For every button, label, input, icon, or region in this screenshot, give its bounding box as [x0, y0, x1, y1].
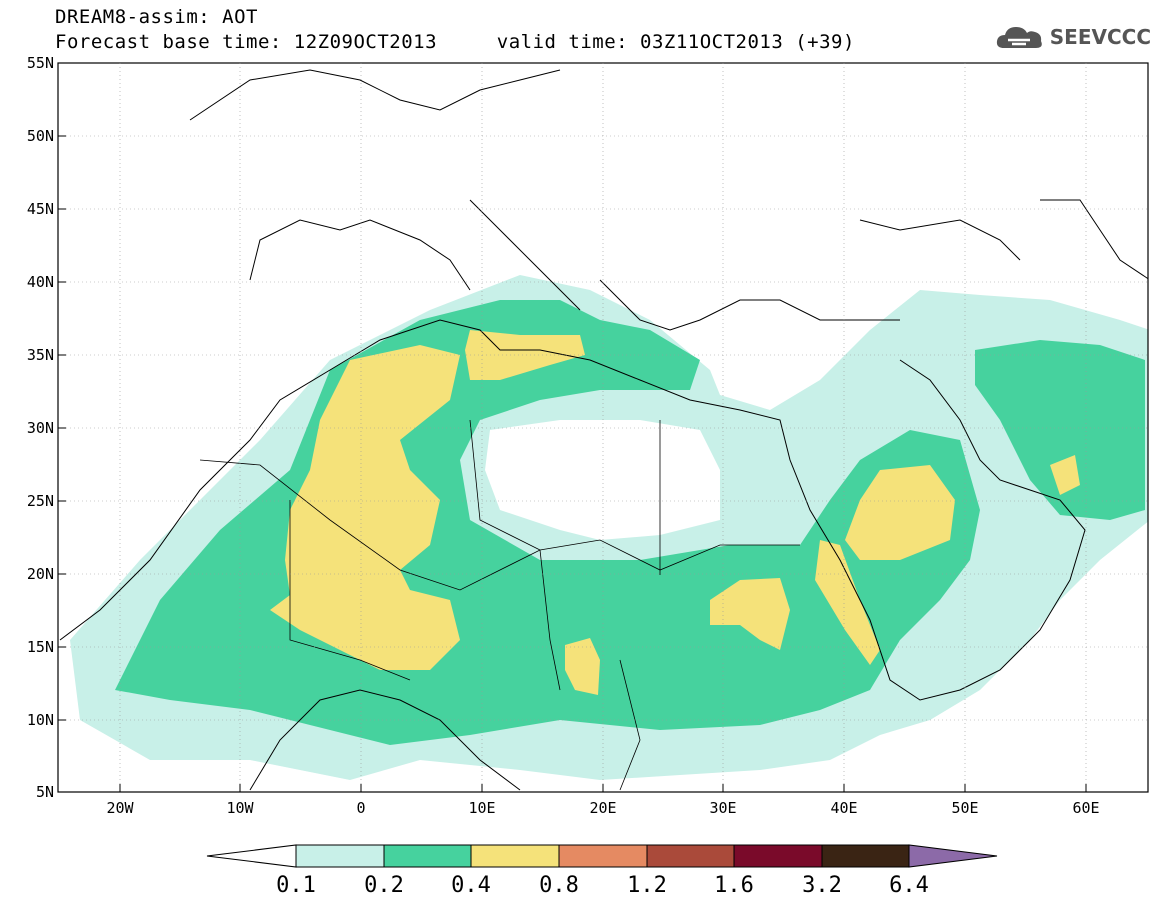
lat-label: 45N [27, 200, 54, 218]
colorbar-label: 0.8 [539, 873, 579, 898]
colorbar-label: 6.4 [889, 873, 929, 898]
gridlines [58, 63, 1148, 792]
lat-label: 20N [27, 565, 54, 583]
lat-label: 15N [27, 638, 54, 656]
colorbar-cell [821, 844, 910, 868]
aot-clear-sahara [485, 420, 720, 540]
aot-field [59, 69, 1148, 791]
lon-label: 30E [709, 799, 736, 817]
lat-label: 10N [27, 711, 54, 729]
lat-label: 30N [27, 419, 54, 437]
lat-label: 25N [27, 492, 54, 510]
lat-labels: 55N 50N 45N 40N 35N 30N 25N 20N 15N 10N … [27, 54, 54, 801]
colorbar-cell [646, 844, 735, 868]
aot-band-0.4-arabia [845, 465, 955, 560]
lon-label: 50E [951, 799, 978, 817]
lon-label: 0 [356, 799, 365, 817]
colorbar-cell [383, 844, 472, 868]
lat-label: 5N [36, 783, 54, 801]
tick-marks [58, 62, 1087, 792]
lon-labels: 20W 10W 0 10E 20E 30E 40E 50E 60E [106, 799, 1099, 817]
valid-time: valid time: 03Z11OCT2013 (+39) [496, 31, 855, 53]
cloud-icon [996, 27, 1042, 48]
colorbar: 0.1 0.2 0.4 0.8 1.2 1.6 3.2 6.4 [206, 844, 998, 898]
colorbar-label: 1.2 [627, 873, 667, 898]
aot-band-0.4-west [270, 345, 460, 670]
colorbar-label: 3.2 [802, 873, 842, 898]
colorbar-label: 0.2 [364, 873, 404, 898]
lon-label: 10W [226, 799, 254, 817]
colorbar-label: 1.6 [714, 873, 754, 898]
lat-label: 50N [27, 127, 54, 145]
lon-label: 40E [830, 799, 857, 817]
lat-label: 35N [27, 346, 54, 364]
lat-label: 40N [27, 273, 54, 291]
lat-label: 55N [27, 54, 54, 72]
colorbar-label: 0.4 [451, 873, 491, 898]
colorbar-low-arrow [206, 844, 297, 868]
aot-band-0.4-tunisia [465, 330, 585, 380]
colorbar-cell [558, 844, 648, 868]
colorbar-cell [733, 844, 823, 868]
borders [199, 419, 800, 791]
colorbar-cell [470, 844, 560, 868]
aot-band-0.4-sudan [710, 578, 790, 650]
colorbar-cell [295, 844, 385, 868]
lon-label: 20W [106, 799, 134, 817]
base-time: Forecast base time: 12Z09OCT2013 [55, 31, 438, 53]
aot-band-0.2-east [975, 340, 1145, 520]
coastlines [59, 69, 1148, 791]
lon-label: 60E [1072, 799, 1099, 817]
seevccc-logo: SEEVCCC [994, 22, 1151, 52]
logo-text: SEEVCCC [1049, 25, 1151, 49]
aot-band-0.4-gulf [1050, 455, 1080, 495]
colorbar-high-arrow [908, 844, 998, 868]
aot-band-0.4-redsea [815, 540, 880, 665]
aot-band-0.4-chad [565, 638, 600, 695]
lon-label: 10E [468, 799, 495, 817]
colorbar-label: 0.1 [276, 873, 316, 898]
lon-label: 20E [589, 799, 616, 817]
chart-title: DREAM8-assim: AOT [55, 6, 258, 28]
time-info: Forecast base time: 12Z09OCT2013 valid t… [55, 31, 855, 53]
